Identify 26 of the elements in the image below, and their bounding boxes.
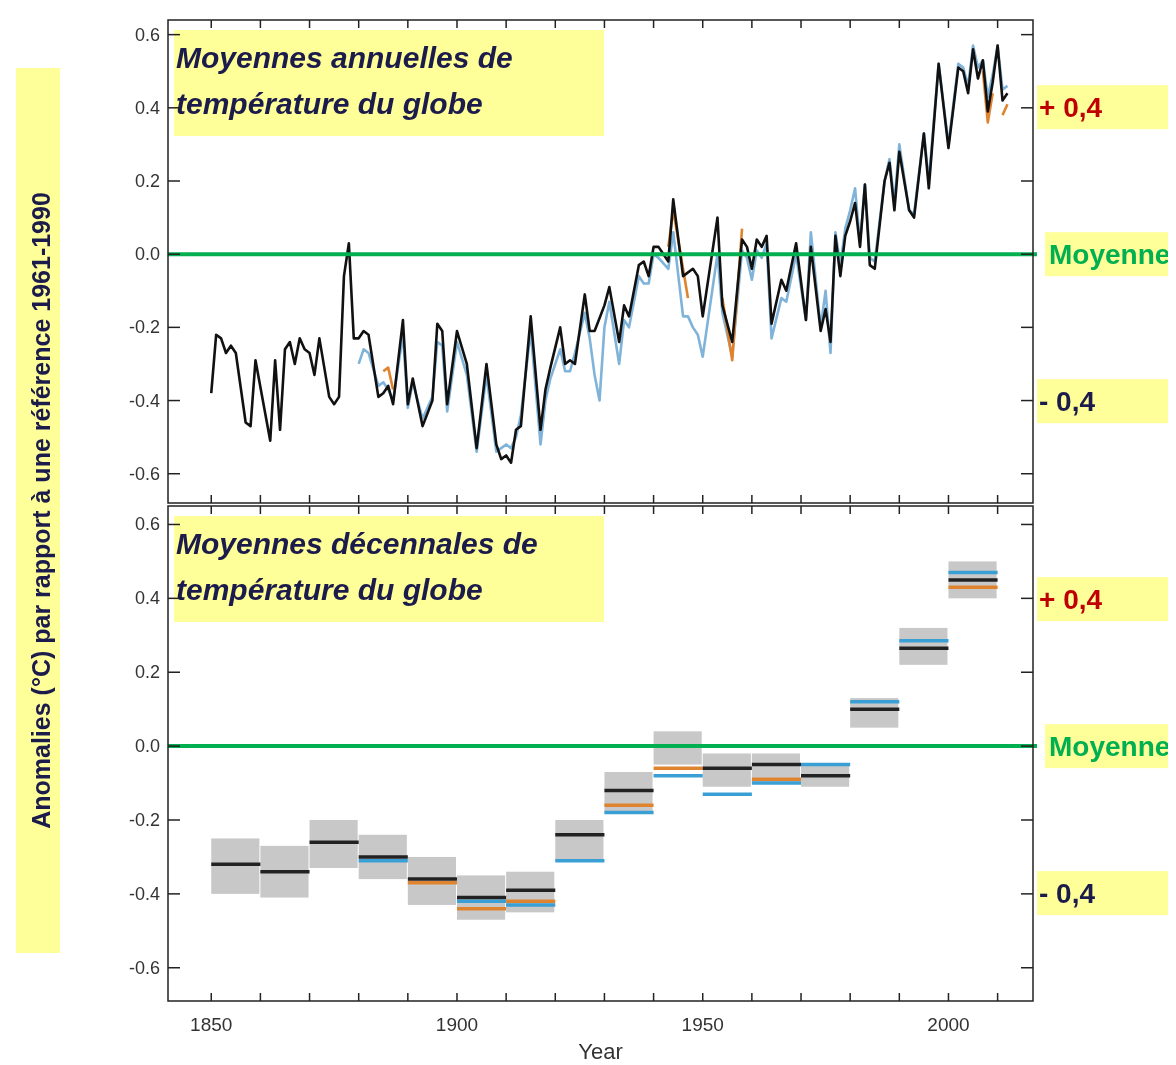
x-tick-label: 2000 — [927, 1014, 970, 1035]
text: + 0,4 — [1039, 584, 1103, 616]
x-axis-title: Year — [578, 1039, 623, 1064]
x-tick-label: 1900 — [435, 1014, 479, 1035]
y-tick-label: 0.0 — [134, 244, 160, 265]
y-tick-label: -0.4 — [128, 883, 160, 904]
y-tick-label: -0.2 — [128, 809, 160, 830]
x-tick-label: 1950 — [681, 1014, 724, 1035]
y-tick-label: -0.6 — [128, 957, 160, 978]
text: Moyennes décennales de température du globe — [176, 527, 538, 606]
y-tick-label: 0.4 — [134, 97, 160, 118]
x-tick-label: 1850 — [190, 1014, 233, 1035]
y-tick-label: -0.6 — [128, 463, 160, 484]
text: - 0,4 — [1039, 386, 1096, 418]
text: - 0,4 — [1039, 878, 1096, 910]
text: + 0,4 — [1039, 92, 1103, 124]
y-tick-label: 0.6 — [134, 24, 160, 45]
y-tick-label: -0.2 — [128, 317, 160, 338]
y-tick-label: 0.2 — [134, 662, 160, 683]
y-tick-label: 0.4 — [134, 588, 160, 609]
y-tick-label: 0.2 — [134, 171, 160, 191]
y-tick-label: -0.4 — [128, 390, 160, 411]
y-axis-title: Anomalies (°C) par rapport à une référence 1961-1990 — [27, 192, 55, 829]
y-tick-label: 0.6 — [134, 514, 160, 535]
text: Moyennes annuelles de température du globe — [176, 41, 513, 120]
y-tick-label: 0.0 — [134, 736, 160, 757]
